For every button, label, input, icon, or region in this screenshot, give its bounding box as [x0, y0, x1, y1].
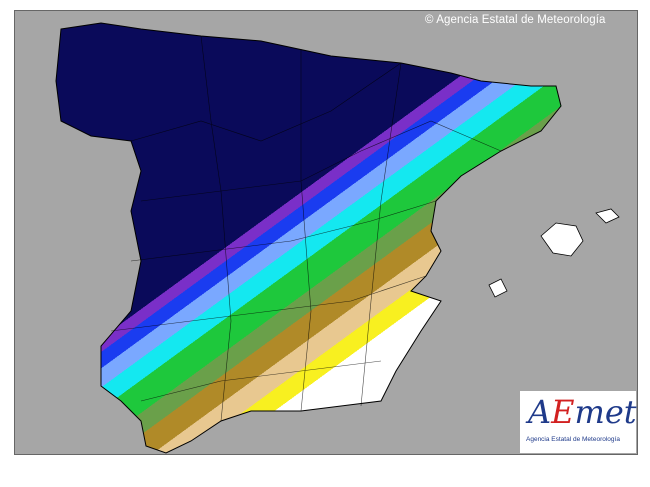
aemet-logo-mark: AEmet: [528, 393, 637, 431]
balearic-islands: [488, 208, 620, 298]
mainland-spain: [55, 22, 562, 454]
copyright-text: © Agencia Estatal de Meteorología: [425, 14, 606, 26]
aemet-logo: AEmet Agencia Estatal de Meteorología: [520, 391, 637, 453]
precipitation-map: [55, 22, 620, 454]
map-frame: © Agencia Estatal de Meteorología: [14, 10, 638, 455]
aemet-logo-subtitle: Agencia Estatal de Meteorología: [526, 436, 620, 443]
province-borders: [110, 35, 502, 422]
